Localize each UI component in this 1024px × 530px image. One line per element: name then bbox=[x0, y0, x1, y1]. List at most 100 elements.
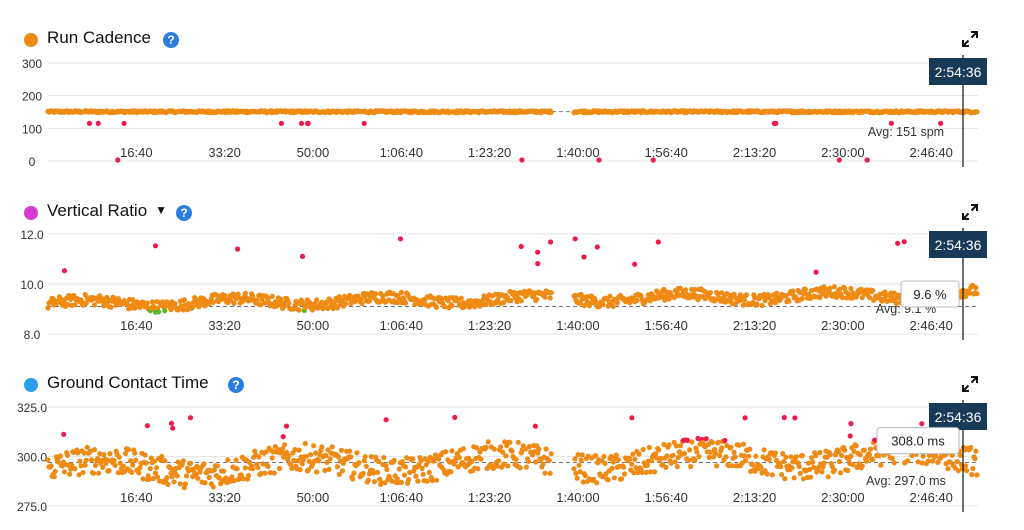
data-point bbox=[716, 439, 722, 445]
data-point bbox=[572, 456, 578, 462]
data-point bbox=[280, 446, 286, 452]
outlier-point bbox=[452, 414, 458, 420]
data-point bbox=[533, 459, 539, 465]
data-point bbox=[420, 471, 426, 477]
data-point bbox=[681, 450, 688, 457]
ground-contact-time-chart[interactable]: 325.0 300.0 275.0 16:40 33:20 50:00 1:06:40 1:2… bbox=[0, 400, 1024, 518]
data-point bbox=[67, 471, 73, 477]
data-point bbox=[859, 463, 865, 469]
run-cadence-legend-dot bbox=[24, 33, 38, 47]
data-point bbox=[413, 473, 419, 479]
data-point bbox=[782, 476, 788, 482]
expand-icon[interactable] bbox=[962, 204, 978, 220]
data-point bbox=[483, 444, 489, 450]
data-point bbox=[359, 301, 365, 307]
data-point bbox=[334, 464, 340, 470]
data-point bbox=[542, 294, 548, 300]
help-icon[interactable]: ? bbox=[176, 205, 192, 221]
data-point bbox=[334, 305, 340, 311]
data-point bbox=[382, 480, 388, 486]
data-point bbox=[267, 470, 273, 476]
data-point bbox=[327, 456, 333, 462]
data-point bbox=[83, 457, 89, 463]
hover-value-tooltip: 9.6 % bbox=[900, 280, 960, 308]
data-point bbox=[511, 289, 517, 295]
data-point bbox=[783, 293, 789, 299]
data-point bbox=[540, 461, 546, 467]
data-point bbox=[429, 478, 435, 484]
data-point bbox=[424, 478, 430, 484]
data-point bbox=[790, 459, 796, 465]
x-tick-label: 50:00 bbox=[297, 318, 330, 333]
data-point bbox=[813, 452, 819, 459]
expand-icon[interactable] bbox=[962, 31, 978, 47]
data-point bbox=[717, 452, 723, 459]
data-point bbox=[442, 304, 448, 310]
data-point bbox=[478, 456, 484, 462]
help-icon[interactable]: ? bbox=[163, 32, 179, 48]
run-cadence-chart[interactable]: 300 200 100 0 16:40 33:20 50:00 1:06:40 1:23:20 1… bbox=[0, 55, 1024, 173]
data-point bbox=[319, 444, 325, 450]
data-point bbox=[347, 448, 353, 454]
x-tick-label: 1:23:20 bbox=[468, 490, 511, 505]
expand-icon[interactable] bbox=[962, 376, 978, 392]
data-point bbox=[91, 302, 98, 308]
data-point bbox=[404, 455, 410, 461]
data-point bbox=[352, 299, 358, 305]
data-point bbox=[115, 470, 121, 476]
data-point bbox=[891, 460, 897, 466]
data-point bbox=[100, 464, 106, 470]
data-point bbox=[766, 295, 772, 301]
data-point bbox=[112, 462, 118, 468]
data-point bbox=[120, 463, 126, 469]
data-point bbox=[632, 456, 638, 462]
vertical-ratio-chart[interactable]: 12.0 10.0 8.0 16:40 33:20 50:00 1:06:40 1:23:20… bbox=[0, 228, 1024, 346]
data-point bbox=[850, 462, 856, 468]
data-point bbox=[87, 448, 93, 454]
data-point bbox=[772, 300, 779, 306]
data-point bbox=[380, 293, 386, 299]
data-point bbox=[742, 458, 749, 464]
x-tick-label: 1:23:20 bbox=[468, 318, 511, 333]
data-point bbox=[407, 469, 413, 475]
data-point bbox=[779, 472, 785, 478]
y-tick-label: 12.0 bbox=[20, 228, 44, 242]
data-point bbox=[819, 469, 825, 475]
data-point bbox=[51, 474, 57, 480]
data-point bbox=[156, 309, 162, 315]
data-point bbox=[611, 475, 617, 481]
data-point bbox=[72, 302, 78, 308]
data-point bbox=[685, 437, 691, 443]
x-tick-label: 16:40 bbox=[120, 490, 153, 505]
data-point bbox=[933, 452, 939, 459]
data-point bbox=[126, 446, 132, 453]
x-tick-label: 33:20 bbox=[208, 318, 241, 333]
data-point bbox=[210, 299, 216, 305]
data-point bbox=[579, 452, 585, 458]
data-point bbox=[662, 297, 668, 303]
help-icon[interactable]: ? bbox=[228, 377, 244, 393]
data-point bbox=[766, 456, 772, 463]
data-point bbox=[517, 465, 523, 471]
data-point bbox=[206, 474, 212, 481]
data-point bbox=[848, 285, 854, 292]
data-point bbox=[673, 443, 679, 449]
cursor-time-label: 2:54:36 bbox=[935, 237, 982, 253]
data-point bbox=[354, 450, 360, 456]
data-point bbox=[111, 457, 117, 464]
data-point bbox=[786, 298, 792, 304]
data-point bbox=[882, 289, 888, 295]
vertical-ratio-title[interactable]: Vertical Ratio ▼ bbox=[47, 201, 168, 220]
y-tick-label: 200 bbox=[22, 90, 42, 104]
data-point bbox=[970, 465, 976, 472]
data-point bbox=[644, 462, 650, 469]
data-point bbox=[741, 297, 748, 303]
data-point bbox=[277, 296, 284, 302]
x-tick-label: 33:20 bbox=[208, 145, 241, 160]
data-point bbox=[891, 290, 897, 296]
data-point bbox=[581, 303, 587, 309]
data-point bbox=[963, 463, 969, 469]
data-point bbox=[866, 294, 873, 301]
data-point bbox=[534, 296, 540, 302]
data-point bbox=[415, 478, 421, 484]
